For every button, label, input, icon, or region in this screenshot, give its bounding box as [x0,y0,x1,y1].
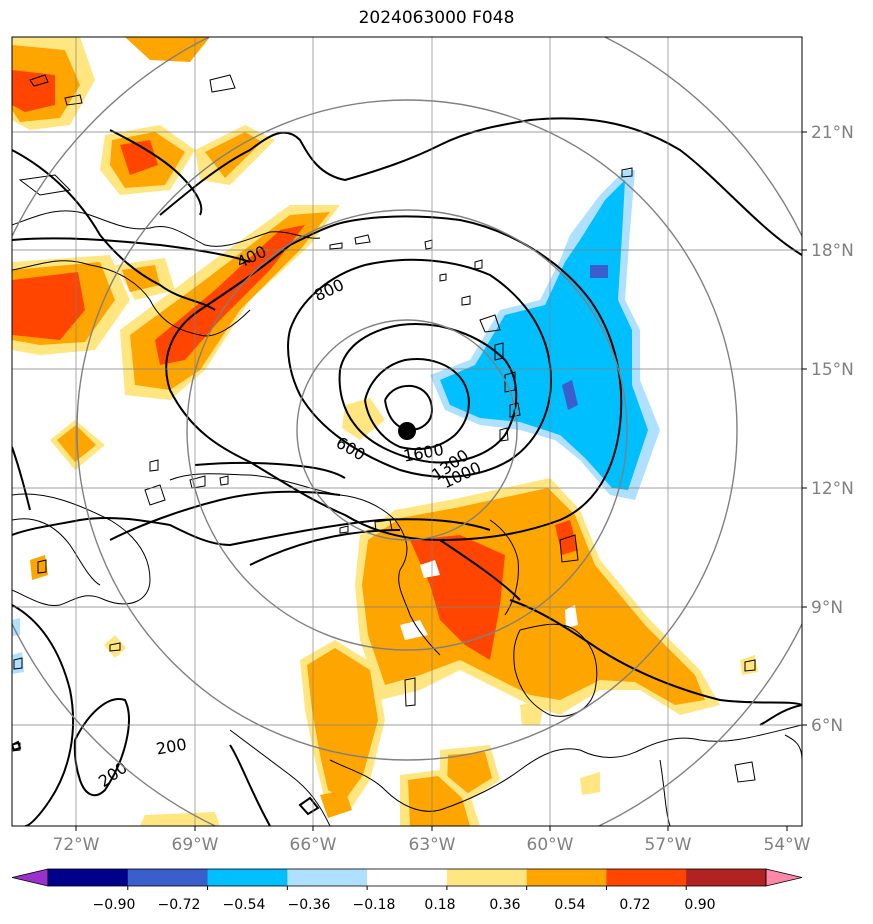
colorbar-tick-label: −0.72 [158,897,201,913]
colorbar-outline [47,868,767,887]
latitude-labels: 21°N 18°N 15°N 12°N 9°N 6°N [811,123,854,736]
tick-marks [75,131,807,831]
lon-label-69w: 69°W [172,835,219,855]
lon-label-63w: 63°W [409,835,456,855]
gridlines [12,37,802,826]
lon-label-72w: 72°W [53,835,100,855]
colorbar-tick-label: −0.18 [353,897,396,913]
map-frame [11,36,803,827]
lat-label-12n: 12°N [811,479,854,499]
colorbar-tick-label: 0.36 [489,897,520,913]
field-contours [12,117,802,826]
positive-shading [12,37,758,826]
lon-label-57w: 57°W [645,835,692,855]
colorbar-segment [48,869,129,886]
colorbar-segment [606,869,687,886]
map-panel: 400 800 600 1600 1300 1000 200 200 [12,37,802,826]
colorbar-tick-label: −0.54 [223,897,266,913]
colorbar-segment [367,869,448,886]
colorbar-tick-label: −0.36 [288,897,331,913]
lat-label-15n: 15°N [811,360,854,380]
lon-label-66w: 66°W [290,835,337,855]
colorbar-tick-label: 0.90 [684,897,715,913]
lat-label-9n: 9°N [811,598,843,618]
storm-center-marker [398,422,416,440]
colorbar-tick-label: 0.18 [424,897,455,913]
colorbar-segment [526,869,607,886]
colorbar [11,868,803,890]
range-rings [12,37,802,826]
colorbar-tick-label: 0.54 [554,897,585,913]
colorbar-segment [127,869,209,886]
longitude-labels: 72°W 69°W 66°W 63°W 60°W 57°W 54°W [53,835,811,855]
colorbar-tick-label: 0.72 [619,897,650,913]
lon-label-54w: 54°W [764,835,811,855]
lon-label-60w: 60°W [527,835,574,855]
colorbar-tick-label: −0.90 [93,897,136,913]
negative-shading [12,170,660,674]
colorbar-extend-max [765,868,803,887]
lat-label-6n: 6°N [811,716,843,736]
contour-labels: 400 800 600 1600 1300 1000 200 200 [95,242,484,791]
map-title: 2024063000 F048 [358,8,515,28]
lat-label-21n: 21°N [811,123,854,143]
lat-label-18n: 18°N [811,241,854,261]
colorbar-extend-min [11,868,49,887]
colorbar-segment [287,869,368,886]
colorbar-labels: −0.90 −0.72 −0.54 −0.36 −0.18 0.18 0.36 … [93,897,716,913]
colorbar-segment [446,869,528,886]
colorbar-segment [207,869,288,886]
colorbar-segment [686,869,767,886]
